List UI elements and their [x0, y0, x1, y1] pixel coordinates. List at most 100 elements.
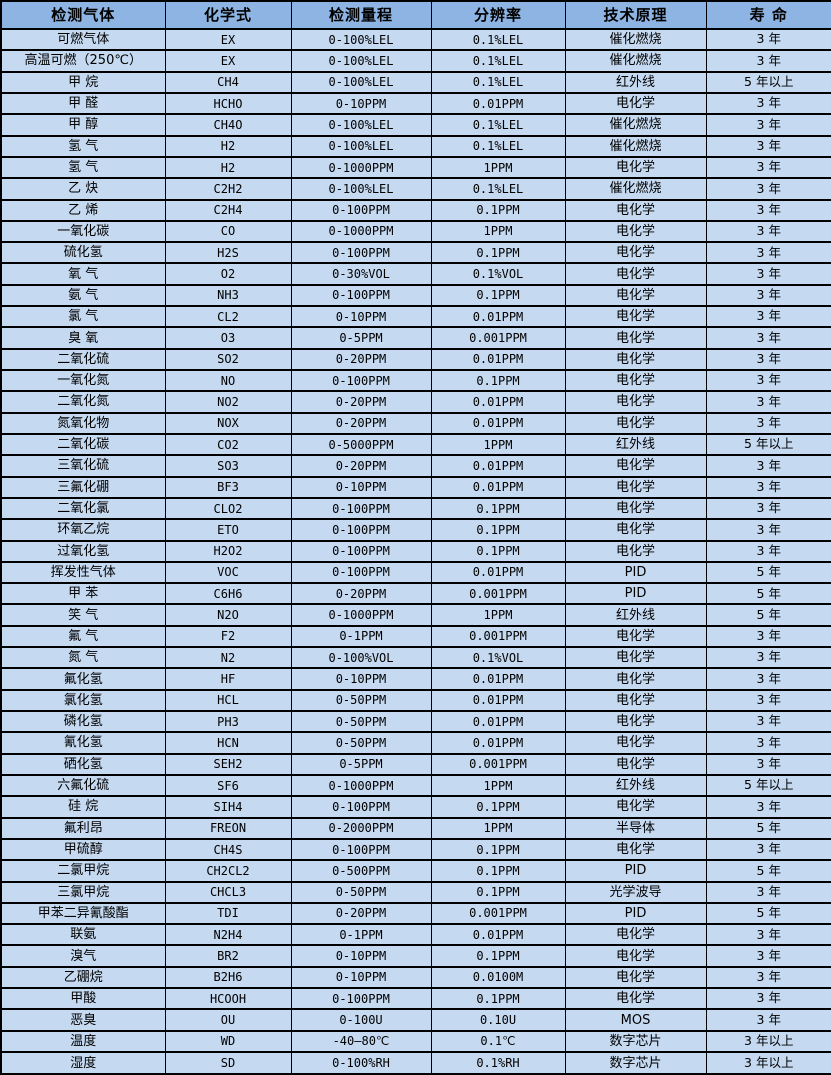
table-row: 氟 气 F2 0-1PPM 0.001PPM 电化学 3 年 — [0, 624, 831, 649]
table-row: 湿度 SD 0-100%RH 0.1%RH 数字芯片 3 年以上 — [0, 1051, 831, 1075]
cell-chemical-formula: NO — [164, 368, 292, 393]
cell-tech-principle: 电化学 — [564, 987, 707, 1011]
cell-gas-name: 一氧化氮 — [0, 368, 166, 393]
table-row: 氮氧化物 NOX 0-20PPM 0.01PPM 电化学 3 年 — [0, 411, 831, 435]
table-row: 二氧化氯 CLO2 0-100PPM 0.1PPM 电化学 3 年 — [0, 496, 831, 521]
cell-resolution: 1PPM — [430, 432, 566, 457]
cell-chemical-formula: F2 — [164, 624, 292, 649]
cell-tech-principle: 电化学 — [564, 539, 707, 563]
cell-lifespan: 3 年 — [705, 134, 831, 158]
table-row: 乙硼烷 B2H6 0-10PPM 0.0100M 电化学 3 年 — [0, 965, 831, 990]
cell-resolution: 0.1℃ — [430, 1029, 566, 1054]
cell-resolution: 0.1%LEL — [430, 49, 566, 73]
cell-chemical-formula: SD — [164, 1051, 292, 1075]
cell-chemical-formula: CH4 — [164, 70, 292, 94]
cell-chemical-formula: CO — [164, 219, 292, 244]
cell-lifespan: 3 年 — [705, 262, 831, 286]
cell-tech-principle: 电化学 — [564, 944, 707, 968]
cell-lifespan: 3 年 — [705, 923, 831, 947]
cell-detection-range: 0-1000PPM — [290, 219, 432, 244]
cell-chemical-formula: NOX — [164, 411, 292, 435]
cell-gas-name: 乙硼烷 — [0, 965, 166, 990]
cell-resolution: 1PPM — [430, 219, 566, 244]
cell-gas-name: 甲 醇 — [0, 113, 166, 137]
cell-tech-principle: 电化学 — [564, 923, 707, 947]
cell-detection-range: 0-100PPM — [290, 837, 432, 862]
cell-gas-name: 二氯甲烷 — [0, 859, 166, 883]
cell-tech-principle: 红外线 — [564, 432, 707, 457]
cell-detection-range: 0-20PPM — [290, 347, 432, 372]
cell-detection-range: 0-100PPM — [290, 241, 432, 265]
table-row: 可燃气体 EX 0-100%LEL 0.1%LEL 催化燃烧 3 年 — [0, 27, 831, 52]
table-row: 氟利昂 FREON 0-2000PPM 1PPM 半导体 5 年 — [0, 816, 831, 840]
table-row: 三氯甲烷 CHCL3 0-50PPM 0.1PPM 光学波导 3 年 — [0, 880, 831, 904]
table-row: 温度 WD -40—80℃ 0.1℃ 数字芯片 3 年以上 — [0, 1029, 831, 1054]
cell-resolution: 0.1%LEL — [430, 113, 566, 137]
cell-chemical-formula: SF6 — [164, 773, 292, 798]
table-row: 笑 气 N2O 0-1000PPM 1PPM 红外线 5 年 — [0, 603, 831, 627]
col-header-gas-name: 检测气体 — [0, 0, 166, 30]
cell-resolution: 0.01PPM — [430, 91, 566, 116]
table-row: 甲 苯 C6H6 0-20PPM 0.001PPM PID 5 年 — [0, 582, 831, 606]
cell-tech-principle: 光学波导 — [564, 880, 707, 904]
cell-chemical-formula: BR2 — [164, 944, 292, 968]
table-head: 检测气体 化学式 检测量程 分辨率 技术原理寿 命 — [0, 0, 831, 30]
cell-gas-name: 高温可燃（250℃） — [0, 49, 166, 73]
cell-resolution: 0.1PPM — [430, 837, 566, 862]
cell-lifespan: 3 年 — [705, 795, 831, 819]
cell-tech-principle: 电化学 — [564, 241, 707, 265]
cell-detection-range: 0-1PPM — [290, 624, 432, 649]
cell-lifespan: 3 年 — [705, 368, 831, 393]
cell-chemical-formula: BF3 — [164, 475, 292, 499]
cell-gas-name: 三氟化硼 — [0, 475, 166, 499]
table-row: 氯化氢 HCL 0-50PPM 0.01PPM 电化学 3 年 — [0, 688, 831, 713]
cell-resolution: 0.1PPM — [430, 944, 566, 968]
cell-chemical-formula: N2H4 — [164, 923, 292, 947]
cell-tech-principle: 电化学 — [564, 347, 707, 372]
cell-gas-name: 氟化氢 — [0, 667, 166, 691]
cell-resolution: 0.1PPM — [430, 241, 566, 265]
cell-tech-principle: 电化学 — [564, 91, 707, 116]
cell-detection-range: 0-50PPM — [290, 880, 432, 904]
cell-lifespan: 3 年 — [705, 731, 831, 755]
cell-tech-principle: 电化学 — [564, 624, 707, 649]
cell-chemical-formula: EX — [164, 49, 292, 73]
cell-resolution: 1PPM — [430, 773, 566, 798]
cell-lifespan: 3 年以上 — [705, 1051, 831, 1075]
cell-gas-name: 磷化氢 — [0, 709, 166, 734]
cell-tech-principle: 电化学 — [564, 518, 707, 542]
cell-gas-name: 三氧化硫 — [0, 454, 166, 478]
cell-chemical-formula: C2H4 — [164, 198, 292, 222]
cell-lifespan: 5 年 — [705, 901, 831, 926]
cell-detection-range: 0-100PPM — [290, 198, 432, 222]
cell-lifespan: 3 年 — [705, 880, 831, 904]
cell-gas-name: 笑 气 — [0, 603, 166, 627]
table-row: 氨 气 NH3 0-100PPM 0.1PPM 电化学 3 年 — [0, 283, 831, 308]
cell-tech-principle: 数字芯片 — [564, 1051, 707, 1075]
cell-lifespan: 3 年 — [705, 539, 831, 563]
cell-resolution: 1PPM — [430, 816, 566, 840]
cell-chemical-formula: SO2 — [164, 347, 292, 372]
cell-chemical-formula: HCHO — [164, 91, 292, 116]
cell-tech-principle: 催化燃烧 — [564, 134, 707, 158]
cell-chemical-formula: H2S — [164, 241, 292, 265]
cell-tech-principle: 红外线 — [564, 773, 707, 798]
cell-resolution: 0.10U — [430, 1008, 566, 1032]
table-row: 甲苯二异氰酸酯 TDI 0-20PPM 0.001PPM PID 5 年 — [0, 901, 831, 926]
cell-resolution: 0.1%VOL — [430, 262, 566, 286]
cell-chemical-formula: H2 — [164, 155, 292, 180]
cell-lifespan: 5 年 — [705, 603, 831, 627]
table-row: 臭 氧 O3 0-5PPM 0.001PPM 电化学 3 年 — [0, 326, 831, 350]
cell-tech-principle: 电化学 — [564, 795, 707, 819]
cell-gas-name: 臭 氧 — [0, 326, 166, 350]
cell-gas-name: 二氧化硫 — [0, 347, 166, 372]
cell-resolution: 0.1%LEL — [430, 177, 566, 201]
cell-resolution: 0.001PPM — [430, 582, 566, 606]
cell-tech-principle: 电化学 — [564, 198, 707, 222]
cell-lifespan: 5 年 — [705, 560, 831, 585]
cell-tech-principle: 数字芯片 — [564, 1029, 707, 1054]
cell-chemical-formula: C6H6 — [164, 582, 292, 606]
cell-detection-range: 0-10PPM — [290, 965, 432, 990]
cell-gas-name: 氮氧化物 — [0, 411, 166, 435]
cell-lifespan: 3 年 — [705, 155, 831, 180]
